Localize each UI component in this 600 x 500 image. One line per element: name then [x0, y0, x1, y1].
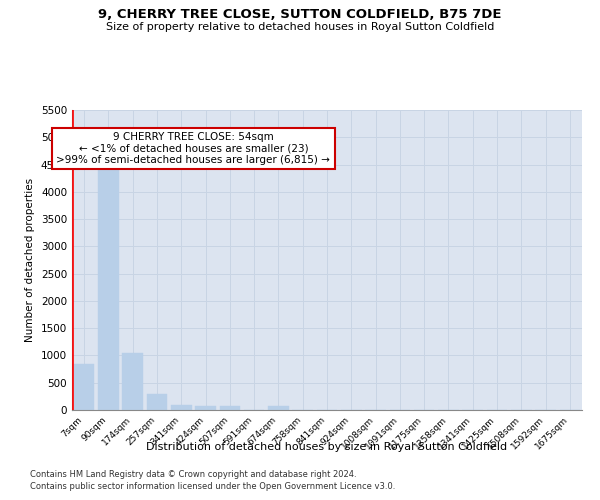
Text: Contains HM Land Registry data © Crown copyright and database right 2024.: Contains HM Land Registry data © Crown c…	[30, 470, 356, 479]
Text: Distribution of detached houses by size in Royal Sutton Coldfield: Distribution of detached houses by size …	[146, 442, 508, 452]
Bar	[195, 406, 216, 410]
Bar	[74, 364, 94, 410]
Text: Size of property relative to detached houses in Royal Sutton Coldfield: Size of property relative to detached ho…	[106, 22, 494, 32]
Bar	[268, 406, 289, 410]
Bar	[122, 352, 143, 410]
Text: Contains public sector information licensed under the Open Government Licence v3: Contains public sector information licen…	[30, 482, 395, 491]
Text: 9 CHERRY TREE CLOSE: 54sqm
← <1% of detached houses are smaller (23)
>99% of sem: 9 CHERRY TREE CLOSE: 54sqm ← <1% of deta…	[56, 132, 331, 165]
Text: 9, CHERRY TREE CLOSE, SUTTON COLDFIELD, B75 7DE: 9, CHERRY TREE CLOSE, SUTTON COLDFIELD, …	[98, 8, 502, 20]
Bar	[171, 404, 191, 410]
Y-axis label: Number of detached properties: Number of detached properties	[25, 178, 35, 342]
Bar	[98, 162, 119, 410]
Bar	[146, 394, 167, 410]
Bar	[220, 406, 240, 410]
